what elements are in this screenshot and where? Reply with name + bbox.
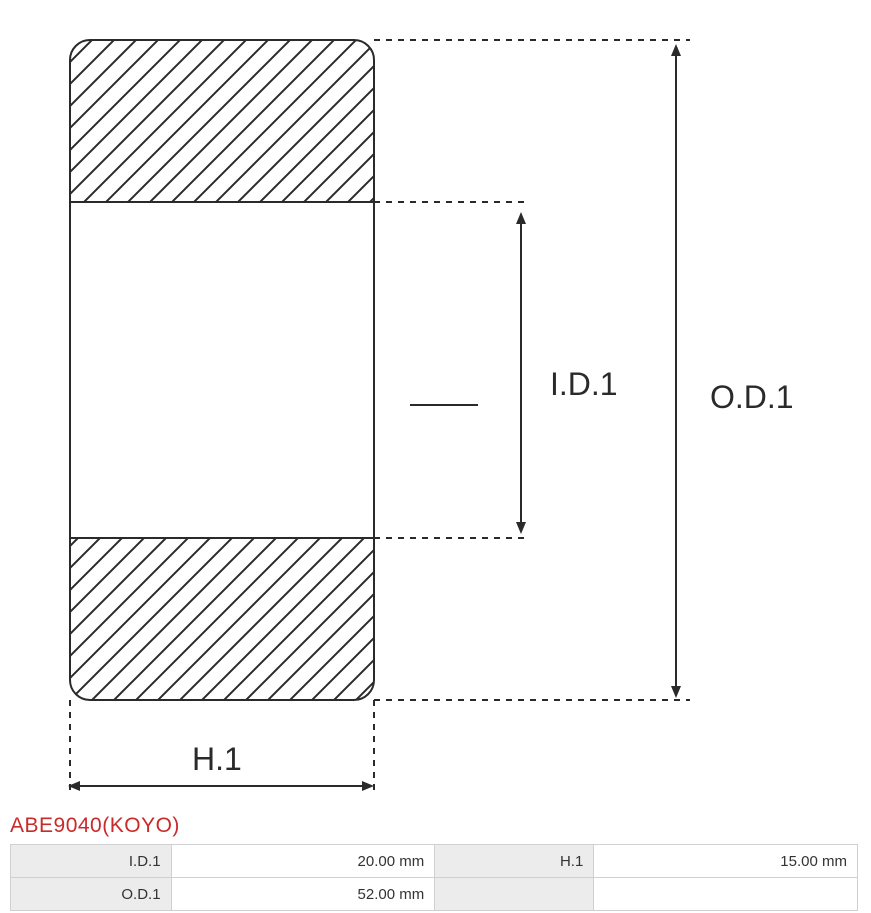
table-row: I.D.120.00 mmH.115.00 mm [11, 845, 858, 878]
spec-value: 20.00 mm [171, 845, 435, 878]
svg-text:H.1: H.1 [192, 741, 242, 777]
product-title: ABE9040(KOYO) [0, 810, 871, 844]
spec-label: O.D.1 [11, 878, 172, 911]
spec-label: I.D.1 [11, 845, 172, 878]
svg-text:O.D.1: O.D.1 [710, 379, 794, 415]
spec-table: I.D.120.00 mmH.115.00 mmO.D.152.00 mm [10, 844, 858, 911]
svg-text:I.D.1: I.D.1 [550, 366, 618, 402]
page: O.D.1I.D.1H.1 ABE9040(KOYO) I.D.120.00 m… [0, 0, 871, 911]
spec-value: 15.00 mm [594, 845, 858, 878]
spec-label [435, 878, 594, 911]
spec-label: H.1 [435, 845, 594, 878]
spec-value: 52.00 mm [171, 878, 435, 911]
spec-value [594, 878, 858, 911]
table-row: O.D.152.00 mm [11, 878, 858, 911]
bearing-diagram: O.D.1 I.D.1 H.1 [0, 0, 871, 810]
